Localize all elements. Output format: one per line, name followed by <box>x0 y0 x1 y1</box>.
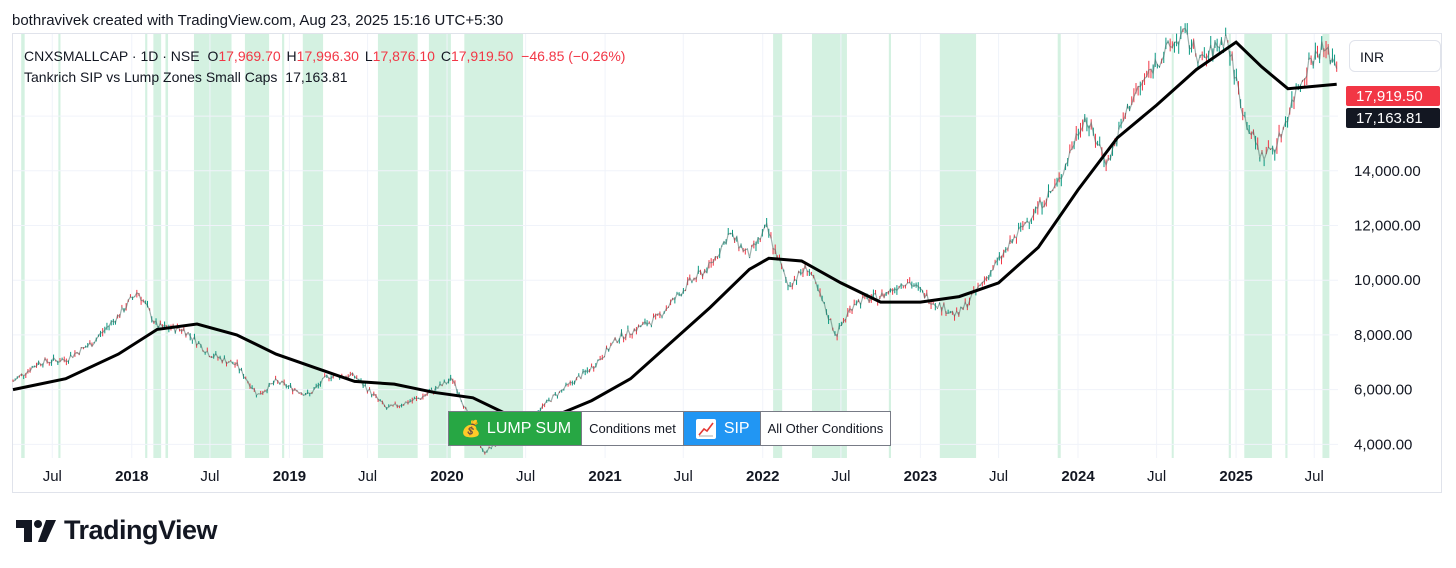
open-value: 17,969.70 <box>218 48 281 64</box>
lump-sum-zone <box>302 34 324 458</box>
y-axis-ticks: 4,000.00 6,000.00 8,000.00 10,000.00 12,000.… <box>1354 108 1421 453</box>
lump-sum-zone <box>1322 34 1330 458</box>
close-price-tag: 17,919.50 <box>1346 86 1440 106</box>
low-label: L <box>364 48 373 64</box>
lump-sum-zone <box>1171 34 1174 458</box>
lump-sum-zone <box>377 34 418 458</box>
sip-conditions-cell: All Other Conditions <box>759 412 891 445</box>
lump-sum-zone <box>811 34 847 458</box>
lump-sum-zone <box>58 34 61 458</box>
x-tick-label: Jul <box>674 468 693 485</box>
lump-sum-zone <box>21 34 25 458</box>
chart-increasing-icon <box>695 418 716 439</box>
x-tick-label: Jul <box>43 468 62 485</box>
y-tick-label: 14,000.00 <box>1354 163 1421 180</box>
lump-sum-zone <box>1057 34 1061 458</box>
x-tick-label: 2018 <box>115 468 148 485</box>
lump-sum-zone <box>244 34 270 458</box>
lump-sum-zone <box>939 34 977 458</box>
tradingview-logo-icon <box>16 519 56 542</box>
x-tick-label: Jul <box>1305 468 1324 485</box>
indicator-legend: Tankrich SIP vs Lump Zones Small Caps 17… <box>24 69 348 85</box>
x-tick-label: 2019 <box>273 468 306 485</box>
high-value: 17,996.30 <box>296 48 359 64</box>
lump-sum-zone <box>165 34 169 458</box>
change-value: −46.85 (−0.26%) <box>521 48 626 64</box>
close-value: 17,919.50 <box>450 48 514 64</box>
x-tick-label: Jul <box>516 468 535 485</box>
gridlines <box>13 34 1338 458</box>
x-axis-ticks: Jul 2018 Jul 2019 Jul 2020 Jul 2021 Jul 2022 Jul 20… <box>43 468 1324 485</box>
lump-sum-zone <box>1228 34 1231 458</box>
x-tick-label: Jul <box>989 468 1008 485</box>
tradingview-wordmark: TradingView <box>64 515 218 545</box>
tradingview-logo[interactable]: TradingView <box>16 515 218 546</box>
x-tick-label: 2022 <box>746 468 779 485</box>
lump-sum-zone <box>1285 34 1288 458</box>
low-value: 17,876.10 <box>372 48 435 64</box>
lump-sum-label: LUMP SUM <box>486 419 572 437</box>
open-label: O <box>207 48 219 64</box>
lump-sum-zone <box>145 34 148 458</box>
lump-sum-zone <box>773 34 783 458</box>
indicator-series-line <box>12 40 1337 419</box>
high-label: H <box>286 48 297 64</box>
close-label: C <box>440 48 451 64</box>
x-tick-label: Jul <box>831 468 850 485</box>
chart-frame <box>12 33 1442 493</box>
zones-table: 💰 LUMP SUM Conditions met SIP All Other … <box>448 411 892 446</box>
currency-selector[interactable]: INR <box>1349 40 1441 72</box>
lump-sum-cell: 💰 LUMP SUM <box>449 412 582 445</box>
lump-sum-zone <box>1244 34 1272 458</box>
lump-sum-zone <box>428 34 451 458</box>
lump-sum-zone <box>282 34 285 458</box>
sip-cell: SIP <box>682 412 760 445</box>
y-tick-label: 6,000.00 <box>1354 382 1412 399</box>
indicator-price-tag: 17,163.81 <box>1346 108 1440 128</box>
ohlc-legend: CNXSMALLCAP · 1D · NSE O17,969.70 H17,99… <box>24 48 625 64</box>
y-tick-label: 10,000.00 <box>1354 272 1421 289</box>
y-tick-label: 12,000.00 <box>1354 217 1421 234</box>
lump-sum-zone <box>464 34 524 458</box>
y-tick-label: 4,000.00 <box>1354 436 1412 453</box>
money-bag-icon: 💰 <box>461 420 481 438</box>
x-tick-label: 2021 <box>588 468 621 485</box>
lump-sum-zone <box>193 34 232 458</box>
x-tick-label: Jul <box>358 468 377 485</box>
x-tick-label: 2023 <box>904 468 937 485</box>
y-tick-label: 8,000.00 <box>1354 327 1412 344</box>
header-attribution: bothravivek created with TradingView.com… <box>12 12 504 29</box>
indicator-name[interactable]: Tankrich SIP vs Lump Zones Small Caps <box>24 69 278 85</box>
sip-label: SIP <box>723 419 750 437</box>
x-tick-label: Jul <box>1147 468 1166 485</box>
indicator-value: 17,163.81 <box>285 69 348 85</box>
lump-sum-zone <box>153 34 162 458</box>
x-tick-label: 2020 <box>430 468 463 485</box>
x-tick-label: 2025 <box>1219 468 1252 485</box>
x-tick-label: Jul <box>200 468 219 485</box>
x-tick-label: 2024 <box>1061 468 1095 485</box>
price-series-line <box>12 27 1338 454</box>
lump-sum-zone <box>888 34 892 458</box>
symbol-label[interactable]: CNXSMALLCAP · 1D · NSE <box>24 48 200 64</box>
lump-conditions-cell: Conditions met <box>581 412 683 445</box>
